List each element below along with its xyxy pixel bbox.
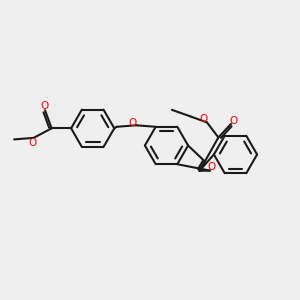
Text: O: O (207, 162, 216, 172)
Text: O: O (40, 101, 49, 111)
Text: O: O (230, 116, 238, 126)
Text: O: O (28, 138, 36, 148)
Text: O: O (200, 114, 208, 124)
Text: O: O (128, 118, 136, 128)
